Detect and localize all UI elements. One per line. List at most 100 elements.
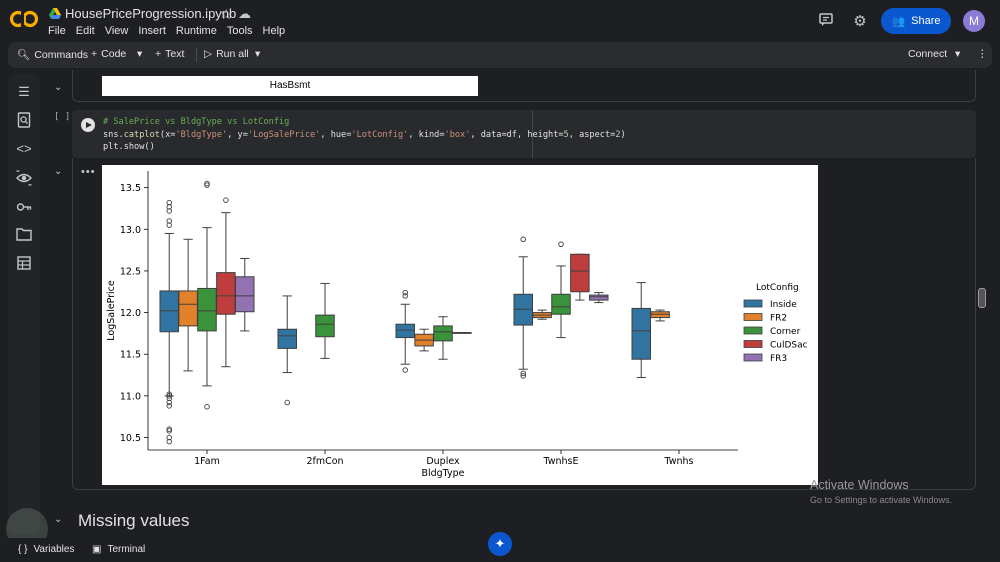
code-snippets-icon[interactable]: <> (16, 141, 32, 156)
files-folder-icon[interactable] (16, 227, 32, 243)
variables-eye-icon[interactable] (16, 170, 32, 186)
editor-ruler (532, 110, 533, 158)
box-outlier-point (520, 370, 526, 377)
star-icon[interactable]: ☆ (220, 6, 233, 22)
box-TwnhsE-CulDSac (570, 253, 590, 293)
find-replace-icon[interactable] (16, 112, 32, 128)
code-token: , kind= (408, 129, 445, 140)
y-axis-label: LogSalePrice (106, 280, 117, 341)
run-all-button[interactable]: ▷ Run all (204, 48, 249, 60)
commands-label: Commands (34, 48, 89, 61)
box-outlier-point (166, 426, 172, 432)
code-token: , hue= (320, 129, 352, 140)
run-cell-play-icon[interactable] (81, 118, 95, 132)
box-outlier-point (166, 428, 172, 434)
notebook-title[interactable]: HousePriceProgression.ipynb (65, 6, 237, 21)
x-tick-label: Duplex (426, 456, 460, 467)
collapse-chevron-icon[interactable]: ⌄ (54, 82, 63, 93)
previous-output-cell (72, 70, 976, 102)
code-editor[interactable]: # SalePrice vs BldgType vs LotConfig sns… (103, 116, 626, 154)
output-menu-dots-icon[interactable]: ••• (81, 166, 96, 178)
data-table-icon[interactable] (16, 256, 32, 272)
connect-button[interactable]: Connect (908, 48, 947, 60)
settings-gear-icon[interactable]: ⚙ (853, 13, 867, 30)
add-text-button[interactable]: + Text (155, 48, 184, 60)
run-all-chevron-icon[interactable]: ▾ (255, 48, 261, 60)
terminal-button[interactable]: ▣ Terminal (92, 544, 145, 555)
box-Twnhs-Inside (631, 307, 651, 360)
more-vert-icon[interactable]: ⋮ (977, 48, 988, 60)
boxplot-figure: 10.5 11.0 11.5 12.0 12.5 13.0 13.5 1Fam 2fmCon Du… (102, 165, 818, 485)
section-heading: Missing values (78, 511, 190, 530)
x-tick-label: 2fmCon (306, 456, 343, 467)
box-outlier-point (166, 403, 172, 409)
legend-label: FR3 (770, 354, 787, 364)
box-outlier-point (402, 367, 408, 373)
table-of-contents-icon[interactable]: ☰ (18, 84, 30, 99)
box-2fmCon-Corner (315, 314, 335, 338)
people-icon: 👥 (891, 15, 906, 28)
menu-view[interactable]: View (104, 25, 129, 37)
box-outlier-point (402, 289, 408, 296)
box-1Fam-Corner (197, 287, 217, 332)
menu-help[interactable]: Help (262, 25, 286, 37)
box-outlier-point (166, 393, 172, 399)
box-2fmCon-Inside (277, 328, 297, 349)
code-token: , data=df, height= (470, 129, 564, 140)
code-token: 'box' (444, 129, 471, 140)
comment-icon[interactable] (817, 12, 835, 28)
terminal-label: Terminal (107, 544, 146, 555)
menu-insert[interactable]: Insert (138, 25, 166, 37)
vertical-scrollbar[interactable] (978, 288, 986, 308)
commands-button[interactable]: 🔍︎ Commands (17, 48, 89, 62)
code-comment: # SalePrice vs BldgType vs LotConfig (103, 117, 290, 127)
code-dropdown-chevron-icon[interactable]: ▾ (137, 48, 143, 60)
colab-logo-icon[interactable] (10, 9, 38, 29)
boxplot-chart: 10.5 11.0 11.5 12.0 12.5 13.0 13.5 1Fam 2fmCon Du… (106, 171, 808, 479)
secrets-key-icon[interactable] (16, 199, 32, 215)
section-collapse-chevron-icon[interactable]: ⌄ (54, 514, 63, 525)
y-tick-label: 13.0 (120, 225, 141, 236)
code-token: 'LogSalePrice' (247, 129, 321, 140)
connect-chevron-icon[interactable]: ▾ (955, 48, 961, 60)
box-outlier-point (204, 180, 210, 187)
box-outlier-point (402, 293, 408, 299)
menu-runtime[interactable]: Runtime (175, 25, 217, 37)
google-drive-icon (49, 8, 61, 19)
box-outlier-point (204, 403, 210, 410)
output-collapse-chevron-icon[interactable]: ⌄ (54, 166, 63, 177)
variables-label: Variables (33, 544, 75, 555)
search-icon: 🔍︎ (17, 49, 31, 61)
box-Duplex-Corner (433, 325, 453, 342)
activation-watermark-subtitle: Go to Settings to activate Windows. (810, 495, 953, 505)
legend-label: Corner (770, 327, 801, 337)
menu-file[interactable]: File (48, 25, 66, 37)
code-cell[interactable]: # SalePrice vs BldgType vs LotConfig sns… (72, 110, 976, 158)
box-outlier-point (166, 199, 172, 206)
box-1Fam-FR2 (178, 290, 198, 327)
gemini-sparkle-icon[interactable]: ✦ (488, 532, 512, 556)
box-outlier-point (284, 399, 290, 406)
box-Duplex-Inside (395, 323, 415, 339)
title-bar: HousePriceProgression.ipynb ☆ ☁ File Edi… (0, 0, 1000, 40)
share-button[interactable]: 👥 Share (881, 8, 951, 34)
variables-button[interactable]: { } Variables (18, 544, 74, 555)
box-1Fam-CulDSac (216, 272, 236, 315)
box-outlier-point (223, 197, 229, 203)
menu-tools[interactable]: Tools (226, 25, 253, 37)
add-code-button[interactable]: + Code (91, 48, 126, 60)
box-outlier-point (520, 373, 526, 379)
x-axis-label: BldgType (421, 468, 464, 479)
code-token: plt.show() (103, 142, 155, 152)
y-tick-label: 12.0 (120, 308, 141, 319)
legend-swatch-CulDSac (743, 340, 763, 348)
code-label: Code (101, 48, 127, 60)
code-token: catplot (123, 129, 160, 140)
code-token: 2 (615, 129, 621, 140)
menu-edit[interactable]: Edit (75, 25, 95, 37)
y-tick-label: 11.0 (120, 391, 141, 402)
legend-swatch-FR3 (743, 353, 763, 362)
terminal-icon: ▣ (92, 544, 102, 555)
user-avatar[interactable]: M (963, 10, 985, 32)
cloud-saved-icon[interactable]: ☁ (238, 6, 251, 21)
